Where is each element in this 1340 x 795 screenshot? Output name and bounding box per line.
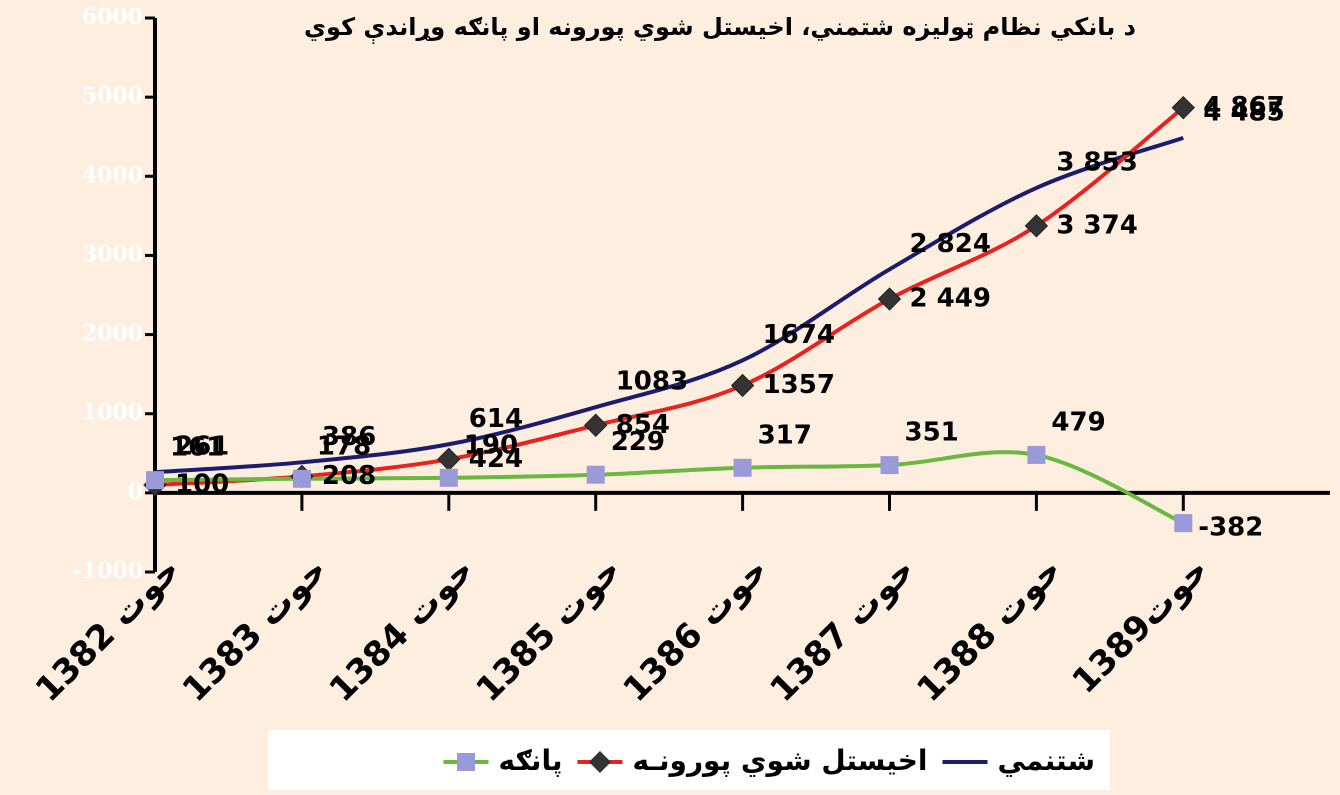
data-label: 317 bbox=[758, 420, 812, 450]
marker bbox=[880, 456, 899, 475]
y-tick-label: 3000 bbox=[82, 241, 143, 267]
data-label: 229 bbox=[611, 427, 665, 457]
data-label: 479 bbox=[1051, 407, 1105, 437]
marker bbox=[439, 468, 458, 487]
data-label: 4 867 bbox=[1203, 92, 1284, 122]
data-label: 190 bbox=[464, 430, 518, 460]
marker bbox=[877, 287, 902, 311]
legend-label: پانګه bbox=[498, 744, 562, 777]
data-label: 351 bbox=[905, 418, 959, 448]
y-tick-label: 5000 bbox=[82, 83, 143, 109]
y-tick-label: 6000 bbox=[82, 4, 143, 30]
marker bbox=[292, 469, 311, 488]
data-label: 854 bbox=[616, 410, 670, 440]
data-label: 1674 bbox=[763, 320, 835, 350]
y-tick-label: 4000 bbox=[82, 162, 143, 188]
series-line bbox=[154, 450, 1185, 525]
data-label: 1357 bbox=[763, 370, 835, 400]
marker bbox=[583, 413, 608, 437]
legend-marker bbox=[588, 751, 611, 773]
y-tick-label: 1000 bbox=[82, 400, 143, 426]
y-tick-label: 2000 bbox=[82, 321, 143, 347]
y-tick-label: -1000 bbox=[73, 558, 143, 584]
data-label: 2 449 bbox=[910, 284, 991, 314]
marker bbox=[146, 471, 164, 490]
data-label: 3 374 bbox=[1056, 210, 1137, 240]
data-label: 208 bbox=[322, 461, 376, 491]
marker bbox=[1174, 514, 1193, 533]
data-label: 424 bbox=[469, 444, 523, 474]
data-label: 100 bbox=[175, 469, 229, 499]
marker bbox=[733, 458, 752, 477]
legend-label: شتنمي bbox=[998, 744, 1096, 777]
marker bbox=[1024, 214, 1049, 238]
marker bbox=[586, 465, 605, 484]
data-label: 261 bbox=[175, 432, 229, 462]
data-label: 386 bbox=[322, 422, 376, 452]
data-label: 2 824 bbox=[910, 229, 991, 259]
data-label: 1083 bbox=[616, 367, 688, 397]
series-line bbox=[154, 106, 1185, 487]
y-tick-label: 0 bbox=[128, 479, 143, 505]
legend-marker bbox=[456, 753, 475, 771]
legend-label: اخيستل شوي پورونـه bbox=[632, 744, 927, 777]
data-label: 3 853 bbox=[1056, 147, 1137, 177]
data-label: 161 bbox=[170, 433, 224, 463]
marker bbox=[1171, 95, 1196, 120]
series-line bbox=[154, 136, 1184, 475]
marker bbox=[730, 373, 755, 398]
data-label: 178 bbox=[317, 431, 371, 461]
data-label: 4 485 bbox=[1203, 97, 1284, 127]
data-label: -382 bbox=[1198, 513, 1263, 543]
data-label: 614 bbox=[469, 404, 523, 434]
marker bbox=[1027, 445, 1046, 464]
chart-title: د بانکي نظام ټولیزه شتمني، اخیستل شوي پو… bbox=[304, 13, 1136, 44]
